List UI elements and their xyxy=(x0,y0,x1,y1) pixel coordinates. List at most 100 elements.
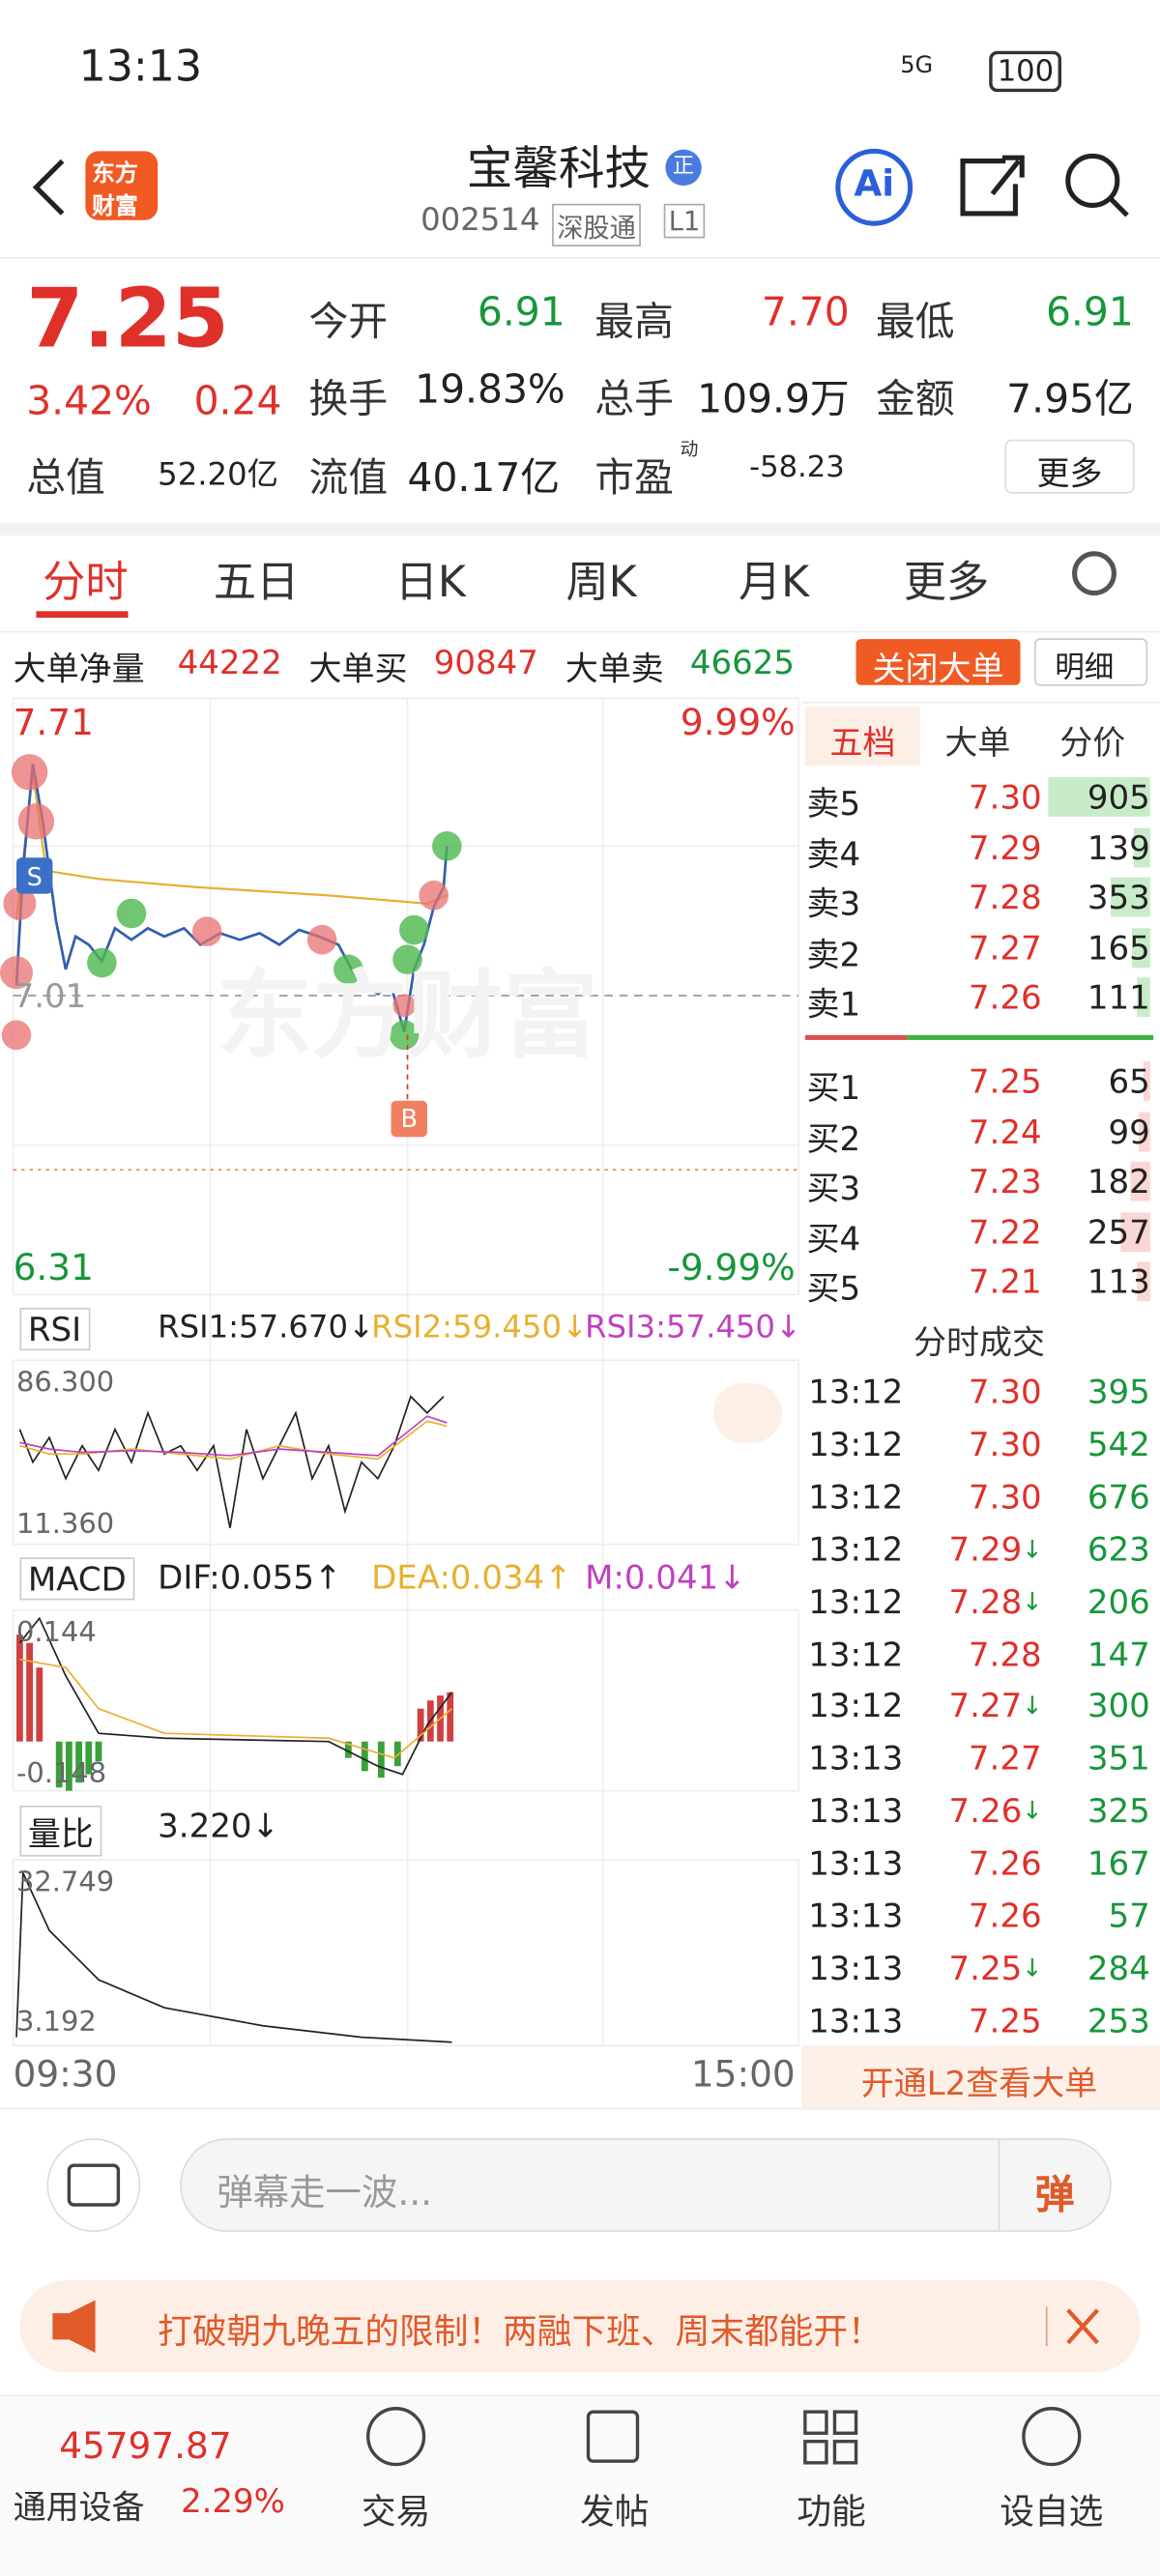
tab[interactable]: 分时 xyxy=(43,559,129,609)
trade-price: 7.28 xyxy=(948,1581,1023,1621)
field-value: -58.23 xyxy=(749,450,845,485)
comment-input[interactable]: 弹幕走一波... xyxy=(217,2173,432,2214)
field-label: 市盈 xyxy=(594,454,674,501)
trade-price: 7.30 xyxy=(968,1372,1042,1412)
change-pct: 3.42% xyxy=(26,377,152,423)
book-volume: 353 xyxy=(1087,877,1150,917)
watermark: 东方财富 xyxy=(217,959,598,1072)
book-volume: 65 xyxy=(1108,1061,1150,1101)
trade-time: 13:12 xyxy=(808,1686,904,1726)
trade-price: 7.26 xyxy=(948,1790,1023,1831)
rsi-name: RSI xyxy=(19,1307,90,1351)
trade-time: 13:12 xyxy=(808,1476,904,1517)
volume-bar xyxy=(1137,1261,1150,1302)
book-price: 7.22 xyxy=(968,1211,1042,1252)
tab[interactable]: 周K xyxy=(566,559,637,609)
trade-time: 13:12 xyxy=(808,1424,904,1464)
stock-code: 002514 xyxy=(420,201,540,238)
stock-title: 宝馨科技 xyxy=(466,141,652,196)
field-value: 6.91 xyxy=(477,288,566,335)
volume-bar xyxy=(1129,1161,1150,1201)
ad-text[interactable]: 打破朝九晚五的限制！两融下班、周末都能开！ xyxy=(158,2312,883,2352)
book-label: 买5 xyxy=(806,1268,861,1308)
volume-bar xyxy=(1120,1211,1150,1252)
time-start: 09:30 xyxy=(13,2054,118,2097)
trade-price: 7.25 xyxy=(968,2000,1042,2041)
volume-bar xyxy=(1048,776,1150,817)
nav-item[interactable]: 发帖 xyxy=(579,2493,650,2533)
nav-item[interactable]: 功能 xyxy=(797,2493,866,2533)
field-label: 流值 xyxy=(308,454,389,501)
close-big-order[interactable]: 关闭大单 xyxy=(872,649,1004,689)
field-value: 52.20亿 xyxy=(158,455,278,493)
trade-price: 7.26 xyxy=(968,1896,1042,1936)
rsi-max: 86.300 xyxy=(15,1366,115,1400)
l2-banner[interactable]: 开通L2查看大单 xyxy=(860,2063,1098,2103)
big-order-value: 46625 xyxy=(689,642,796,682)
chart-high: 7.71 xyxy=(13,703,94,744)
book-volume: 99 xyxy=(1108,1111,1150,1151)
book-label: 卖5 xyxy=(806,783,861,824)
nav-sector-pct: 2.29% xyxy=(180,2480,285,2521)
price: 7.25 xyxy=(26,271,229,367)
ai-button[interactable]: Ai xyxy=(854,163,895,206)
nav-item[interactable]: 交易 xyxy=(361,2493,431,2533)
trade-price: 7.27 xyxy=(948,1686,1023,1726)
volume-bar xyxy=(1143,1061,1150,1101)
book-label: 买3 xyxy=(806,1168,861,1208)
book-tab[interactable]: 五档 xyxy=(829,722,896,763)
book-price: 7.26 xyxy=(968,977,1042,1018)
book-tab[interactable]: 大单 xyxy=(944,722,1011,763)
battery: 100 xyxy=(989,51,1062,93)
book-price: 7.27 xyxy=(968,927,1042,968)
field-value: 109.9万 xyxy=(697,375,850,422)
macd-min: -0.148 xyxy=(15,1757,107,1791)
more-button[interactable]: 更多 xyxy=(1036,453,1103,493)
comment-button[interactable]: 弹 xyxy=(1034,2171,1075,2217)
book-volume: 139 xyxy=(1087,826,1150,867)
trade-volume: 57 xyxy=(1108,1896,1150,1936)
market: 深股通 xyxy=(552,204,641,247)
rsi2: RSI2:59.450↓ xyxy=(371,1308,589,1346)
book-volume: 111 xyxy=(1087,977,1150,1018)
trade-price: 7.25 xyxy=(948,1948,1023,1988)
big-order-value: 90847 xyxy=(433,642,538,682)
tab[interactable]: 日K xyxy=(394,559,466,609)
nav-index: 45797.87 xyxy=(59,2426,232,2468)
trade-arrow: ↓ xyxy=(1022,1533,1043,1564)
change: 0.24 xyxy=(193,377,282,423)
vr-value: 3.220↓ xyxy=(158,1805,279,1845)
vr-max: 32.749 xyxy=(15,1866,115,1899)
macd-dea: DEA:0.034↑ xyxy=(371,1557,572,1598)
tab[interactable]: 月K xyxy=(738,559,810,609)
detail[interactable]: 明细 xyxy=(1055,651,1115,686)
trade-price: 7.30 xyxy=(968,1476,1042,1517)
rsi1: RSI1:57.670↓ xyxy=(158,1308,375,1346)
field-label: 总值 xyxy=(26,454,105,501)
book-price: 7.29 xyxy=(968,826,1042,867)
rsi3: RSI3:57.450↓ xyxy=(585,1308,802,1346)
macd-dif: DIF:0.055↑ xyxy=(158,1557,342,1598)
book-tab[interactable]: 分价 xyxy=(1059,722,1126,763)
big-order-value: 44222 xyxy=(177,642,282,682)
trade-price: 7.27 xyxy=(968,1738,1042,1779)
nav-item[interactable]: 设自选 xyxy=(1000,2493,1104,2533)
tab[interactable]: 更多 xyxy=(903,559,990,609)
tab[interactable]: 五日 xyxy=(213,559,300,609)
field-value: 40.17亿 xyxy=(407,454,561,501)
trade-volume: 284 xyxy=(1087,1948,1150,1988)
rsi-min: 11.360 xyxy=(15,1507,115,1541)
nav-sector: 通用设备 xyxy=(13,2487,145,2528)
trade-price: 7.28 xyxy=(968,1634,1042,1674)
field-label: 换手 xyxy=(308,375,389,422)
book-label: 卖2 xyxy=(806,934,861,974)
trade-arrow: ↓ xyxy=(1022,1796,1043,1826)
trade-volume: 300 xyxy=(1087,1686,1150,1726)
trade-price: 7.30 xyxy=(968,1424,1042,1464)
book-price: 7.21 xyxy=(968,1261,1042,1302)
vr-min: 3.192 xyxy=(15,2005,97,2039)
volume-bar xyxy=(1139,1111,1150,1151)
field-value: 7.70 xyxy=(761,288,850,335)
